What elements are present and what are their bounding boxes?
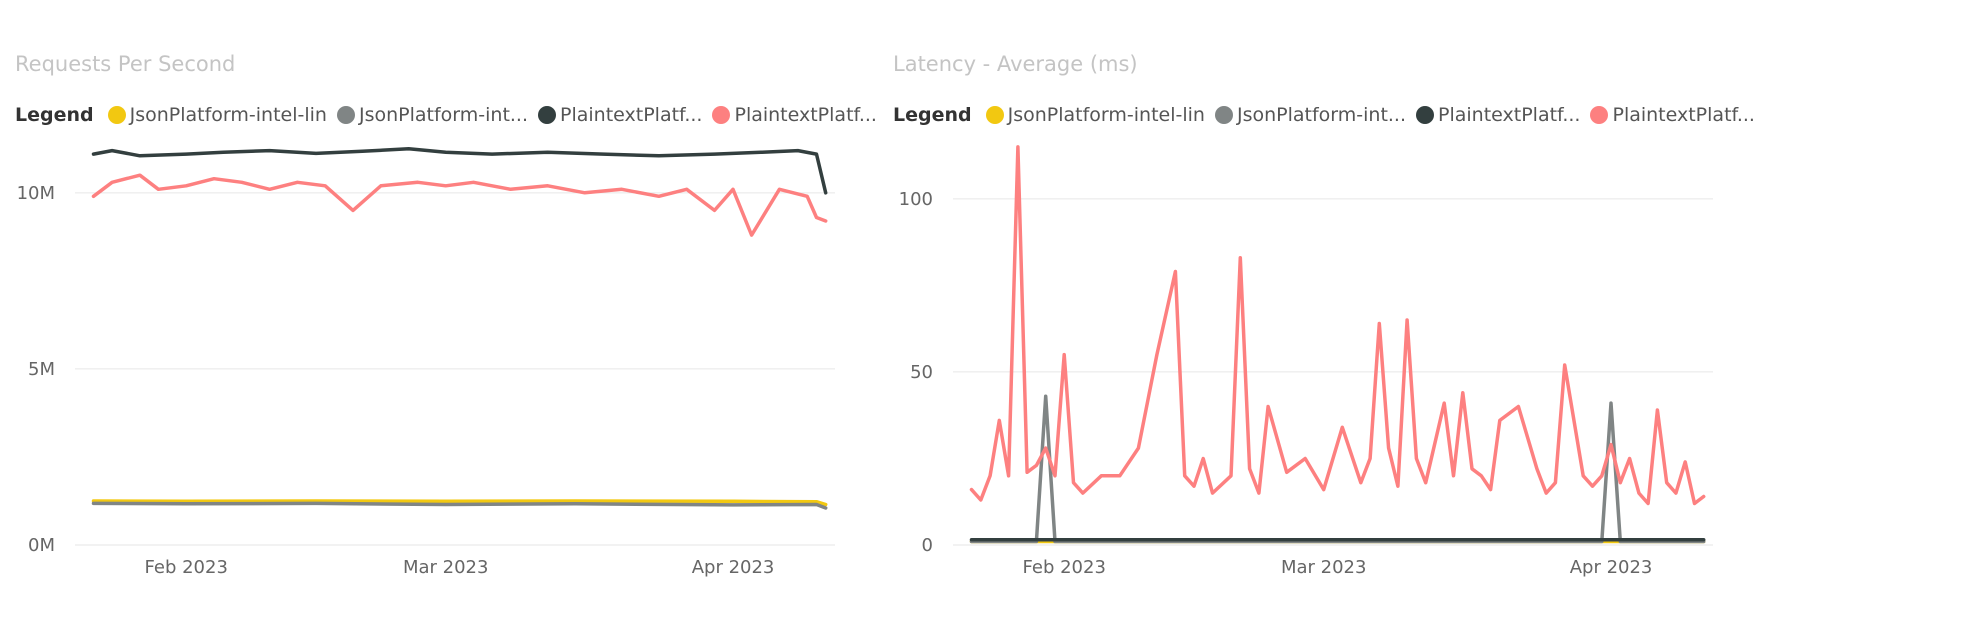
y-tick-label: 5M bbox=[28, 359, 55, 380]
y-tick-label: 0M bbox=[28, 535, 55, 556]
chart-title: Latency - Average (ms) bbox=[893, 52, 1138, 76]
legend-label: PlaintextPlatf... bbox=[1612, 104, 1755, 126]
legend-label: PlaintextPlatf... bbox=[734, 104, 877, 126]
x-tick-label: Apr 2023 bbox=[1570, 557, 1653, 578]
legend-item-plaintext-1[interactable]: PlaintextPlatf... bbox=[1416, 104, 1580, 126]
requests-per-second-chart: 0M 5M 10M Feb 2023 Mar 2023 Apr 2023 bbox=[17, 147, 835, 578]
chart-legend: Legend JsonPlatform-intel-lin JsonPlatfo… bbox=[15, 102, 887, 128]
legend-dot-icon bbox=[1214, 106, 1233, 124]
legend-item-json-int[interactable]: JsonPlatform-int... bbox=[336, 104, 529, 126]
legend-dot-icon bbox=[712, 106, 731, 124]
legend-dot-icon bbox=[538, 106, 557, 124]
x-tick-label: Feb 2023 bbox=[145, 557, 228, 578]
legend-item-json-int[interactable]: JsonPlatform-int... bbox=[1214, 104, 1407, 126]
series-line-2[interactable] bbox=[91, 501, 828, 510]
legend-label: JsonPlatform-int... bbox=[1236, 104, 1407, 126]
latency-average-panel: Latency - Average (ms) Legend JsonPlatfo… bbox=[878, 0, 1755, 630]
legend-item-plaintext-2[interactable]: PlaintextPlatf... bbox=[712, 104, 877, 126]
series-line-1[interactable] bbox=[91, 499, 828, 507]
legend-item-json-lin[interactable]: JsonPlatform-intel-lin bbox=[107, 104, 327, 126]
legend-label: JsonPlatform-intel-lin bbox=[129, 104, 327, 126]
legend-item-json-lin[interactable]: JsonPlatform-intel-lin bbox=[985, 104, 1205, 126]
requests-per-second-panel: Requests Per Second Legend JsonPlatform-… bbox=[0, 0, 877, 630]
legend-item-plaintext-2[interactable]: PlaintextPlatf... bbox=[1590, 104, 1755, 126]
y-tick-label: 0 bbox=[922, 535, 933, 556]
legend-title: Legend bbox=[15, 104, 94, 126]
legend-dot-icon bbox=[1590, 106, 1609, 124]
series-line-2[interactable] bbox=[969, 394, 1706, 544]
legend-label: JsonPlatform-intel-lin bbox=[1007, 104, 1205, 126]
latency-average-chart: 0 50 100 Feb 2023 Mar 2023 Apr 2023 bbox=[899, 145, 1713, 578]
legend-dot-icon bbox=[985, 106, 1004, 124]
series-line-4[interactable] bbox=[969, 145, 1706, 506]
legend-dot-icon bbox=[1416, 106, 1435, 124]
y-tick-label: 10M bbox=[17, 183, 55, 204]
y-tick-label: 50 bbox=[910, 362, 933, 383]
series-line-4[interactable] bbox=[91, 173, 828, 237]
x-tick-label: Mar 2023 bbox=[403, 557, 489, 578]
legend-label: PlaintextPlatf... bbox=[1438, 104, 1581, 126]
chart-legend: Legend JsonPlatform-intel-lin JsonPlatfo… bbox=[893, 102, 1765, 128]
legend-label: PlaintextPlatf... bbox=[560, 104, 703, 126]
y-tick-label: 100 bbox=[899, 189, 933, 210]
x-tick-label: Feb 2023 bbox=[1023, 557, 1106, 578]
chart-title: Requests Per Second bbox=[15, 52, 236, 76]
legend-label: JsonPlatform-int... bbox=[358, 104, 529, 126]
x-tick-label: Apr 2023 bbox=[692, 557, 775, 578]
series-line-3[interactable] bbox=[91, 147, 828, 195]
legend-dot-icon bbox=[107, 106, 126, 124]
legend-item-plaintext-1[interactable]: PlaintextPlatf... bbox=[538, 104, 702, 126]
x-tick-label: Mar 2023 bbox=[1281, 557, 1367, 578]
legend-title: Legend bbox=[893, 104, 972, 126]
legend-dot-icon bbox=[336, 106, 355, 124]
